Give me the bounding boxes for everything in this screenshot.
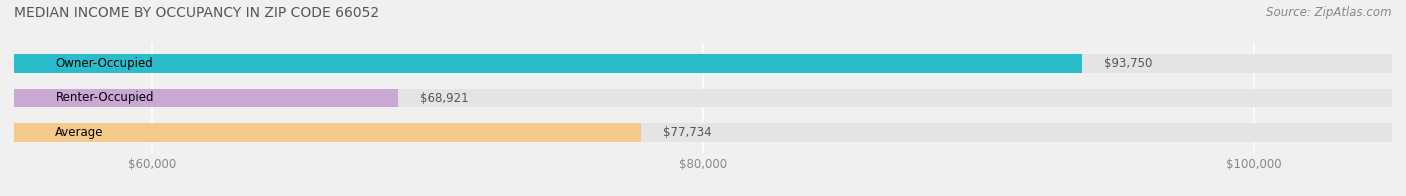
Text: Owner-Occupied: Owner-Occupied	[55, 57, 153, 70]
Bar	[14, 89, 1392, 107]
Bar	[14, 123, 1392, 142]
Bar	[14, 54, 1083, 73]
Text: Average: Average	[55, 126, 104, 139]
Bar	[14, 89, 398, 107]
Text: $77,734: $77,734	[662, 126, 711, 139]
Text: $93,750: $93,750	[1104, 57, 1153, 70]
Text: Renter-Occupied: Renter-Occupied	[55, 92, 153, 104]
Bar	[14, 54, 1392, 73]
Text: $68,921: $68,921	[420, 92, 468, 104]
Bar	[14, 123, 641, 142]
Text: Source: ZipAtlas.com: Source: ZipAtlas.com	[1267, 6, 1392, 19]
Text: MEDIAN INCOME BY OCCUPANCY IN ZIP CODE 66052: MEDIAN INCOME BY OCCUPANCY IN ZIP CODE 6…	[14, 6, 380, 20]
